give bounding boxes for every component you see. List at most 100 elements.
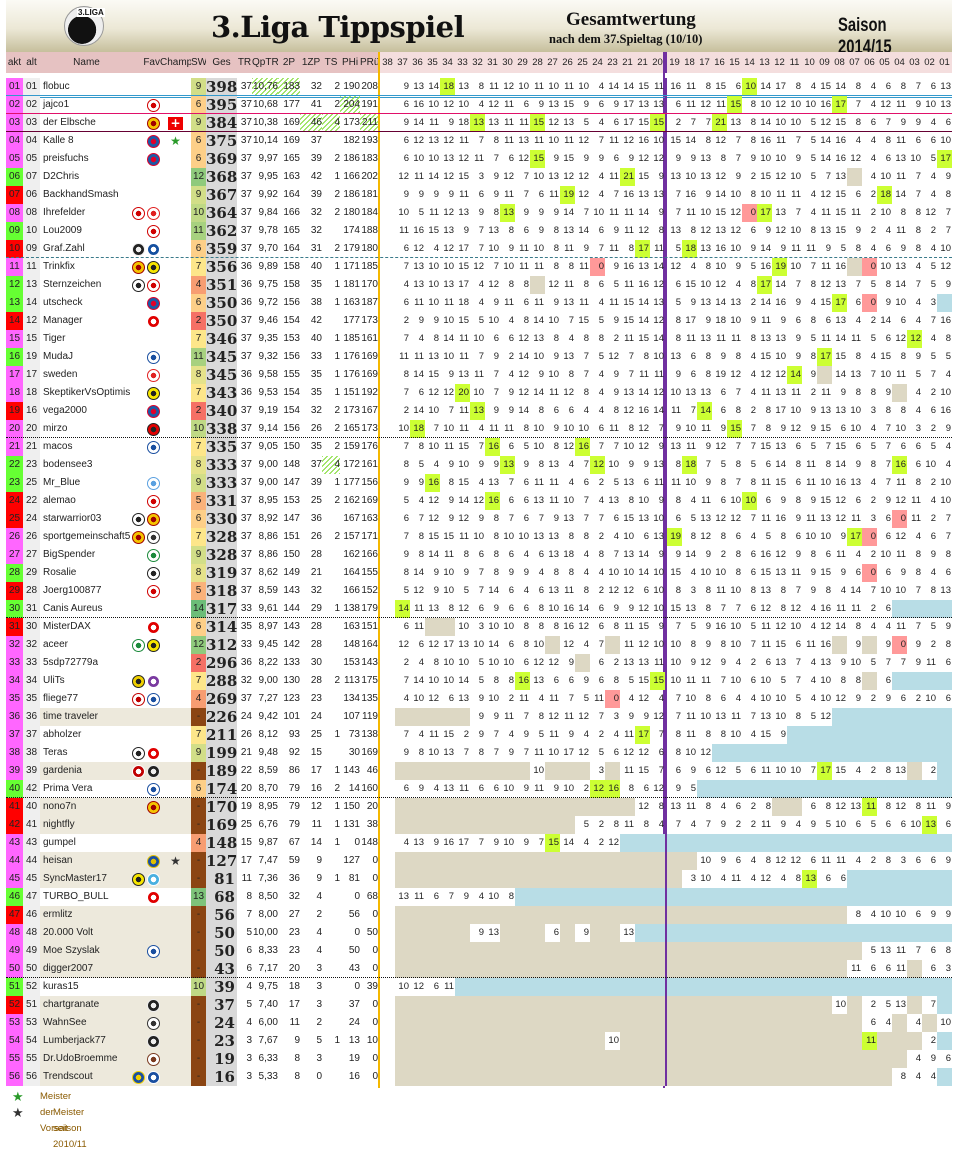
col-matchday[interactable]: 14 xyxy=(742,52,757,73)
player-name[interactable]: Mr_Blue xyxy=(43,477,81,488)
col-matchday[interactable]: 35 xyxy=(425,52,440,73)
table-row[interactable]: 13 14 utscheck 6 350 36 9,72 156 38 1 163 187 6 11 10 1… xyxy=(6,294,952,312)
table-row[interactable]: 05 05 preisfuchs 6 369 37 9,97 165 39 2 186 183 6 10 1… xyxy=(6,150,952,168)
table-row[interactable]: 56 56 Trendscout -16 3 5,33 8 0 16 0 8 4 4 xyxy=(6,1068,952,1086)
col-matchday[interactable]: 32 xyxy=(470,52,485,73)
player-name[interactable]: Prima Vera xyxy=(43,783,93,794)
player-name[interactable]: Lumberjack77 xyxy=(40,1032,130,1050)
player-name[interactable]: der Elbsche xyxy=(43,117,96,128)
table-row[interactable]: 08 08 Ihrefelder 10 364 37 9,84 166 32 2 180 184 10 5… xyxy=(6,204,952,222)
col-matchday[interactable]: 31 xyxy=(485,52,500,73)
player-name[interactable]: abholzer xyxy=(43,729,82,740)
table-row[interactable]: 19 16 vega2000 2 340 37 9,19 154 32 2 173 167 2 14 10 7… xyxy=(6,402,952,420)
table-row[interactable]: 01 01 flobuc 9 398 37 10,76 183 32 2 190 208 9 13 14 18… xyxy=(6,78,952,96)
table-row[interactable]: 22 23 bodensee3 8 333 37 9,00 148 37 4 172 161 8 5 4 9 1… xyxy=(6,456,952,474)
player-name[interactable]: Trendscout xyxy=(40,1068,130,1086)
player-name[interactable]: Moe Szyslak xyxy=(40,942,130,960)
col-phi[interactable]: PHi xyxy=(340,52,360,73)
col-matchday[interactable]: 38 xyxy=(380,52,395,73)
col-matchday[interactable]: 33 xyxy=(455,52,470,73)
player-name[interactable]: Manager xyxy=(43,315,83,326)
player-name[interactable]: kuras15 xyxy=(43,981,79,992)
col-matchday[interactable]: 21 xyxy=(620,52,635,73)
player-name[interactable]: time traveler xyxy=(40,708,130,726)
col-matchday[interactable]: 27 xyxy=(545,52,560,73)
player-name[interactable]: Ihrefelder xyxy=(43,207,86,218)
table-row[interactable]: 24 22 alemao 5 331 37 8,95 153 25 2 162 169 5 4 12 9 14 1… xyxy=(6,492,952,510)
col-matchday[interactable]: 24 xyxy=(590,52,605,73)
player-name[interactable]: aceer xyxy=(43,639,69,650)
player-name[interactable]: TURBO_BULL xyxy=(43,891,109,902)
col-matchday[interactable]: 07 xyxy=(847,52,862,73)
table-row[interactable]: 07 06 BackhandSmash 9 367 37 9,92 164 39 2 186 181 9… xyxy=(6,186,952,204)
player-name[interactable]: ermlitz xyxy=(40,906,130,924)
col-fav[interactable]: Fav xyxy=(130,52,160,73)
player-name[interactable]: jajco1 xyxy=(43,99,70,110)
table-row[interactable]: 06 07 D2Chris 12 368 37 9,95 163 42 1 166 202 12 11 14… xyxy=(6,168,952,186)
col-matchday[interactable]: 13 xyxy=(757,52,772,73)
table-row[interactable]: 14 12 Manager 2 350 37 9,46 154 42 177 173 2 9 9 10 15 5… xyxy=(6,312,952,330)
col-matchday[interactable]: 34 xyxy=(440,52,455,73)
player-name[interactable]: 5sdp72779a xyxy=(43,657,99,668)
col-ts[interactable]: TS xyxy=(322,52,340,73)
player-name[interactable]: BigSpender xyxy=(43,549,96,560)
table-row[interactable]: 32 32 aceer 12 312 33 9,45 142 28 148 164 12 6 12 17 13… xyxy=(6,636,952,654)
player-name[interactable]: BackhandSmash xyxy=(43,189,119,200)
col-matchday[interactable]: 30 xyxy=(500,52,515,73)
table-row[interactable]: 03 03 der Elbsche +9 384 37 10,38 169 46 4 173 211 9… xyxy=(6,114,952,132)
table-row[interactable]: 48 48 20.000 Volt -50 5 10,00 23 4 0 50 9 13 6 9 13 xyxy=(6,924,952,942)
table-row[interactable]: 38 38 Teras 9 199 21 9,48 92 15 30 169 9 8 10 13 7 8 7 9 7 1… xyxy=(6,744,952,762)
player-name[interactable]: Kalle 8 xyxy=(43,135,74,146)
player-name[interactable]: nightfly xyxy=(40,816,130,834)
col-matchday[interactable]: 04 xyxy=(892,52,907,73)
table-row[interactable]: 28 29 Rosalie 8 319 37 8,62 149 21 164 155 8 14 9 10 9 7… xyxy=(6,564,952,582)
table-row[interactable]: 10 09 Graf.Zahl 6 359 37 9,70 164 31 2 179 180 6 12 4 1… xyxy=(6,240,952,258)
table-row[interactable]: 47 46 ermlitz -56 7 8,00 27 2 56 0 8 4 10 10 6 9 9 xyxy=(6,906,952,924)
player-name[interactable]: Canis Aureus xyxy=(43,603,103,614)
col-matchday[interactable]: 08 xyxy=(832,52,847,73)
col-matchday[interactable]: 23 xyxy=(605,52,620,73)
table-row[interactable]: 16 19 MudaJ 11 345 37 9,32 156 33 1 176 169 11 11 13 10… xyxy=(6,348,952,366)
table-row[interactable]: 12 13 Sternzeichen 4 351 36 9,75 158 35 1 181 170 4 1… xyxy=(6,276,952,294)
player-name[interactable]: Lou2009 xyxy=(43,225,82,236)
col-matchday[interactable]: 26 xyxy=(560,52,575,73)
table-row[interactable]: 51 52 kuras15 10 39 4 9,75 18 3 0 39 10 12 6 11 xyxy=(6,978,952,996)
col-pru[interactable]: PRü xyxy=(360,52,378,73)
col-ges[interactable]: Ges xyxy=(206,52,237,73)
player-name[interactable]: sweden xyxy=(43,369,78,380)
col-matchday[interactable]: 06 xyxy=(862,52,877,73)
table-row[interactable]: 23 25 Mr_Blue 9 333 37 9,00 147 39 1 177 156 9 9 16 8 15… xyxy=(6,474,952,492)
player-name[interactable]: Rosalie xyxy=(43,567,77,578)
player-name[interactable]: Trinkfix xyxy=(43,261,75,272)
table-row[interactable]: 42 41 nightfly -169 25 6,76 79 11 1 131 38 5 2 8 11 8 4 7… xyxy=(6,816,952,834)
col-champ[interactable]: Champ xyxy=(160,52,191,73)
table-row[interactable]: 17 17 sweden 8 345 36 9,58 155 35 1 176 169 8 14 15 9 13… xyxy=(6,366,952,384)
table-row[interactable]: 26 26 sportgemeinschaft53 7 328 37 8,86 151 26 2 1… xyxy=(6,528,952,546)
col-matchday[interactable]: 11 xyxy=(787,52,802,73)
table-row[interactable]: 53 53 WahnSee -24 4 6,00 11 2 24 0 6 4 4 10 xyxy=(6,1014,952,1032)
table-row[interactable]: 09 10 Lou2009 11 362 37 9,78 165 32 174 188 11 16 15 1… xyxy=(6,222,952,240)
table-row[interactable]: 18 18 SkeptikerVsOptimist 7 343 36 9,53 154 35 1 1… xyxy=(6,384,952,402)
player-name[interactable]: fliege77 xyxy=(43,693,79,704)
player-name[interactable]: Joerg100877 xyxy=(43,585,102,596)
player-name[interactable]: gardenia xyxy=(40,762,130,780)
col-1zp[interactable]: 1ZP xyxy=(300,52,322,73)
col-name[interactable]: Name xyxy=(40,52,130,73)
player-name[interactable]: Tiger xyxy=(43,333,66,344)
col-akt[interactable]: akt xyxy=(6,52,23,73)
table-row[interactable]: 11 11 Trinkfix 7 356 36 9,89 158 40 1 171 185 7 13 10 1… xyxy=(6,258,952,276)
col-sw[interactable]: SW xyxy=(191,52,206,73)
table-row[interactable]: 50 50 digger2007-43 6 7,17 20 3 43 0 11 6 6 11 6 3 xyxy=(6,960,952,978)
player-name[interactable]: mirzo xyxy=(43,423,68,434)
player-name[interactable]: flobuc xyxy=(43,81,70,92)
table-row[interactable]: 36 36 time traveler -226 24 9,42 101 24 107 119 9 9… xyxy=(6,708,952,726)
table-row[interactable]: 27 27 BigSpender 9 328 37 8,86 150 28 162 166 9 8 14 1… xyxy=(6,546,952,564)
player-name[interactable]: vega2000 xyxy=(43,405,87,416)
table-row[interactable]: 46 47 TURBO_BULL 13 68 8 8,50 32 4 0 68 13 11 6 7 9 4 10 8 xyxy=(6,888,952,906)
player-name[interactable]: Sternzeichen xyxy=(43,279,102,290)
player-name[interactable]: preisfuchs xyxy=(43,153,89,164)
col-matchday[interactable]: 10 xyxy=(802,52,817,73)
col-matchday[interactable]: 16 xyxy=(712,52,727,73)
col-alt[interactable]: alt xyxy=(23,52,40,73)
player-name[interactable]: alemao xyxy=(43,495,76,506)
